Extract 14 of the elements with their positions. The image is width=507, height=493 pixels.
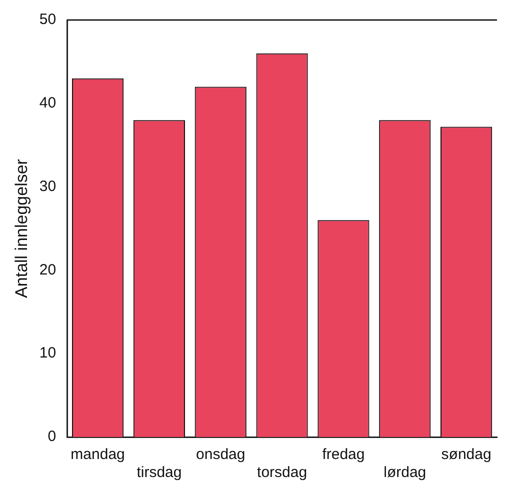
x-tick-label: mandag: [70, 446, 125, 464]
x-tick-label: tirsdag: [136, 464, 182, 482]
x-tick-label: onsdag: [196, 446, 246, 464]
y-axis-title: Antall innleggelser: [12, 158, 31, 298]
x-tick-label: torsdag: [257, 464, 308, 482]
y-tick-label: 0: [48, 428, 56, 446]
x-tick-label: lørdag: [384, 464, 426, 482]
x-tick-label: søndag: [441, 446, 492, 464]
y-tick-label: 40: [39, 94, 56, 112]
y-tick-label: 10: [39, 344, 56, 362]
y-tick-label: 50: [39, 11, 56, 28]
y-tick-label: 20: [39, 261, 56, 278]
y-tick-label: 30: [39, 178, 56, 195]
x-tick-label: fredag: [322, 446, 365, 464]
